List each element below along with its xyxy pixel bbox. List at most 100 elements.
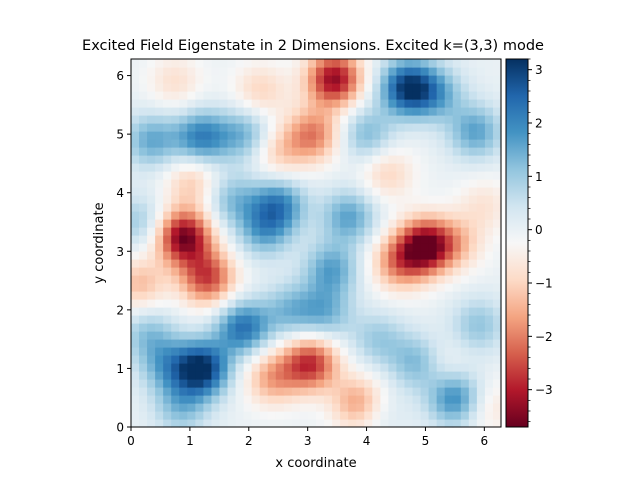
heatmap-cell [356, 83, 365, 92]
heatmap-cell [219, 171, 229, 180]
heatmap-cell [283, 299, 293, 308]
heatmap-cell [251, 315, 261, 324]
heatmap-cell [275, 307, 285, 316]
heatmap-cell [251, 251, 261, 260]
heatmap-cell [203, 283, 213, 292]
heatmap-cell [227, 411, 237, 420]
heatmap-cell [436, 131, 446, 140]
heatmap-cell [332, 323, 341, 332]
heatmap-cell [356, 131, 365, 140]
heatmap-cell [171, 395, 180, 404]
heatmap-cell [476, 403, 486, 412]
heatmap-cell [420, 147, 430, 156]
heatmap-cell [436, 371, 446, 380]
heatmap-cell [147, 107, 156, 116]
heatmap-cell [251, 91, 261, 100]
heatmap-cell [219, 147, 229, 156]
heatmap-cell [211, 363, 221, 372]
heatmap-cell [460, 75, 470, 84]
heatmap-cell [348, 227, 357, 236]
heatmap-cell [452, 331, 462, 340]
heatmap-cell [171, 267, 180, 276]
heatmap-cell [436, 291, 446, 300]
heatmap-cell [219, 323, 229, 332]
heatmap-cell [332, 75, 341, 84]
heatmap-cell [219, 403, 229, 412]
heatmap-cell [484, 251, 494, 260]
heatmap-cell [171, 163, 180, 172]
heatmap-cell [412, 379, 422, 388]
heatmap-cell [316, 371, 325, 380]
heatmap-cell [436, 307, 446, 316]
heatmap-cell [179, 403, 188, 412]
heatmap-cell [267, 123, 277, 132]
heatmap-cell [420, 251, 430, 260]
heatmap-cell [324, 147, 333, 156]
heatmap-cell [492, 187, 502, 196]
heatmap-cell [348, 347, 357, 356]
y-tick-label: 1 [116, 362, 124, 376]
heatmap-cell [251, 147, 261, 156]
heatmap-cell [484, 355, 494, 364]
heatmap-cell [364, 147, 373, 156]
heatmap-cell [203, 363, 213, 372]
heatmap-cell [147, 323, 156, 332]
heatmap-cell [476, 107, 486, 116]
heatmap-cell [235, 139, 245, 148]
heatmap-cell [428, 83, 438, 92]
heatmap-cell [444, 163, 454, 172]
heatmap-cell [203, 187, 213, 196]
heatmap-cell [275, 83, 285, 92]
heatmap-cell [316, 363, 325, 372]
heatmap-cell [372, 75, 381, 84]
heatmap-cell [187, 91, 196, 100]
heatmap-cell [372, 115, 381, 124]
heatmap-cell [372, 363, 381, 372]
heatmap-cell [251, 411, 261, 420]
heatmap-cell [235, 347, 245, 356]
heatmap-cell [372, 171, 381, 180]
heatmap-cell [332, 195, 341, 204]
heatmap-cell [420, 275, 430, 284]
heatmap-cell [380, 395, 389, 404]
heatmap-cell [492, 299, 502, 308]
heatmap-cell [324, 371, 333, 380]
heatmap-cell [291, 355, 301, 364]
heatmap-cell [332, 371, 341, 380]
heatmap-cell [404, 195, 414, 204]
heatmap-cell [340, 411, 349, 420]
heatmap-cell [299, 155, 309, 164]
heatmap-cell [131, 331, 140, 340]
heatmap-cell [356, 115, 365, 124]
heatmap-cell [187, 99, 196, 108]
heatmap-cell [348, 211, 357, 220]
heatmap-cell [299, 211, 309, 220]
heatmap-cell [428, 363, 438, 372]
colorbar-tick-label: −2 [535, 330, 553, 344]
heatmap-cell [340, 107, 349, 116]
heatmap-cell [267, 131, 277, 140]
heatmap-cell [251, 371, 261, 380]
heatmap-cell [211, 131, 221, 140]
heatmap-cell [492, 219, 502, 228]
heatmap-cell [275, 131, 285, 140]
heatmap-cell [283, 171, 293, 180]
heatmap-cell [219, 211, 229, 220]
heatmap-cell [372, 331, 381, 340]
heatmap-cell [460, 91, 470, 100]
heatmap-cell [219, 291, 229, 300]
heatmap-cell [275, 251, 285, 260]
heatmap-cell [476, 75, 486, 84]
heatmap-cell [316, 299, 325, 308]
heatmap-cell [179, 235, 188, 244]
x-tick-label: 6 [481, 434, 489, 448]
heatmap-cell [179, 243, 188, 252]
heatmap-cell [444, 211, 454, 220]
heatmap-cell [307, 75, 317, 84]
heatmap-cell [267, 275, 277, 284]
heatmap-cell [332, 83, 341, 92]
heatmap-cell [348, 379, 357, 388]
heatmap-cell [380, 299, 389, 308]
heatmap-cell [307, 411, 317, 420]
